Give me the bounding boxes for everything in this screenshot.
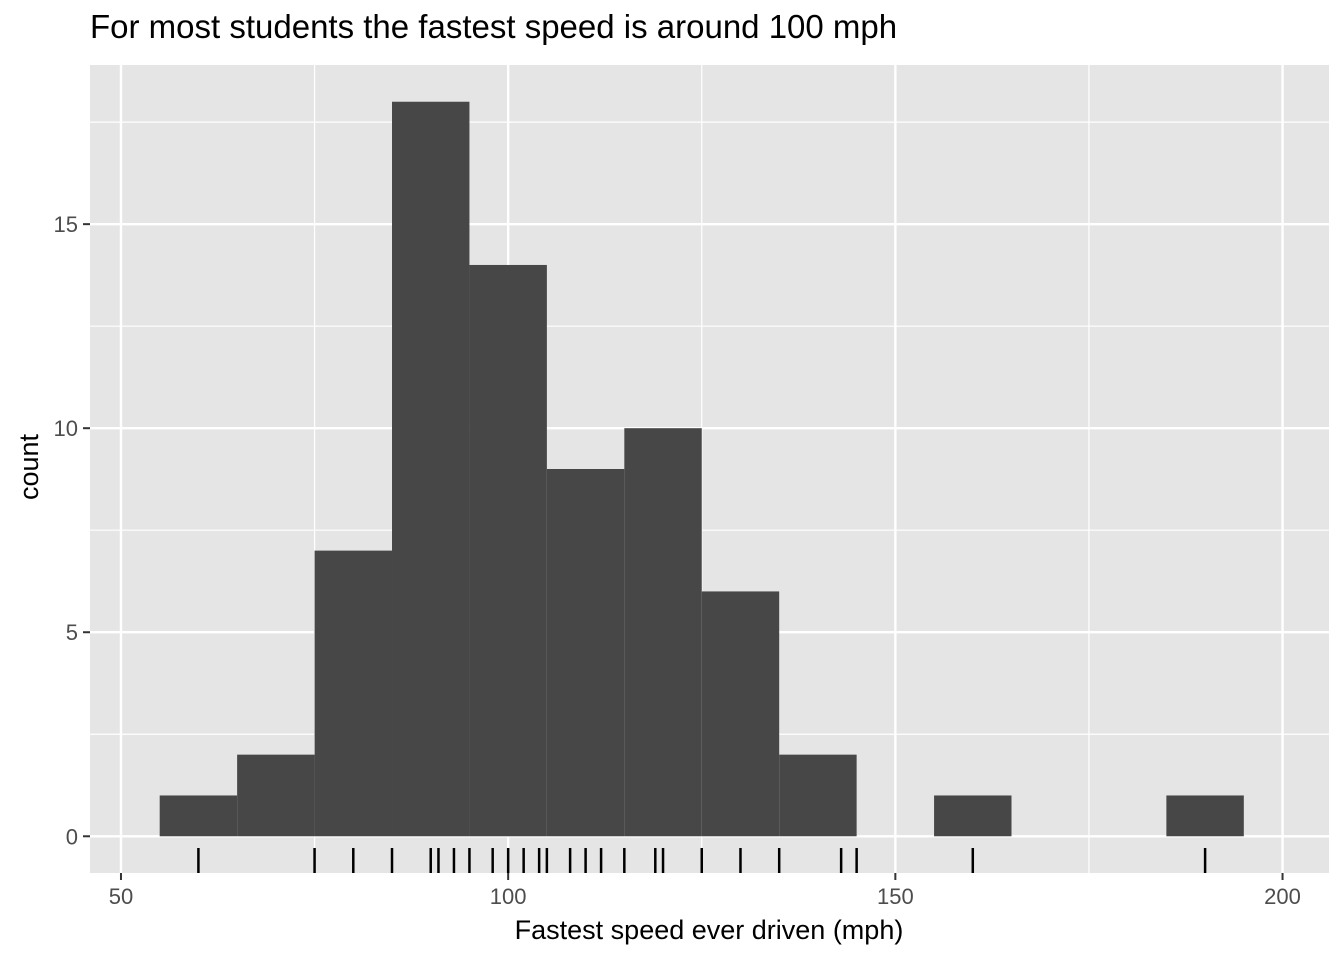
histogram-bar (237, 754, 315, 837)
histogram-bar (159, 795, 238, 837)
histogram-bar (934, 795, 1012, 837)
x-tick-label: 100 (490, 884, 527, 909)
y-tick-label: 0 (66, 824, 78, 849)
chart-title: For most students the fastest speed is a… (90, 8, 897, 45)
histogram-bar (779, 754, 857, 837)
x-axis-title: Fastest speed ever driven (mph) (515, 915, 904, 945)
histogram-bar (701, 591, 780, 837)
y-tick-label: 10 (54, 416, 78, 441)
histogram-bar (546, 469, 625, 837)
histogram-bar (314, 550, 393, 837)
histogram-bar (1166, 795, 1244, 837)
x-axis: 50 100 150 200 (109, 873, 1301, 909)
y-axis: 0 5 10 15 (54, 212, 90, 849)
x-tick-label: 200 (1264, 884, 1301, 909)
histogram-bar (624, 428, 702, 837)
y-axis-title: count (14, 433, 44, 500)
y-tick-label: 15 (54, 212, 78, 237)
x-tick-label: 50 (109, 884, 133, 909)
major-gridlines (90, 65, 1329, 873)
histogram-bar (392, 101, 470, 837)
histogram-bars (159, 101, 1244, 837)
rug-marks (197, 848, 1207, 873)
y-tick-label: 5 (66, 620, 78, 645)
x-tick-label: 150 (877, 884, 914, 909)
histogram-bar (469, 264, 547, 837)
